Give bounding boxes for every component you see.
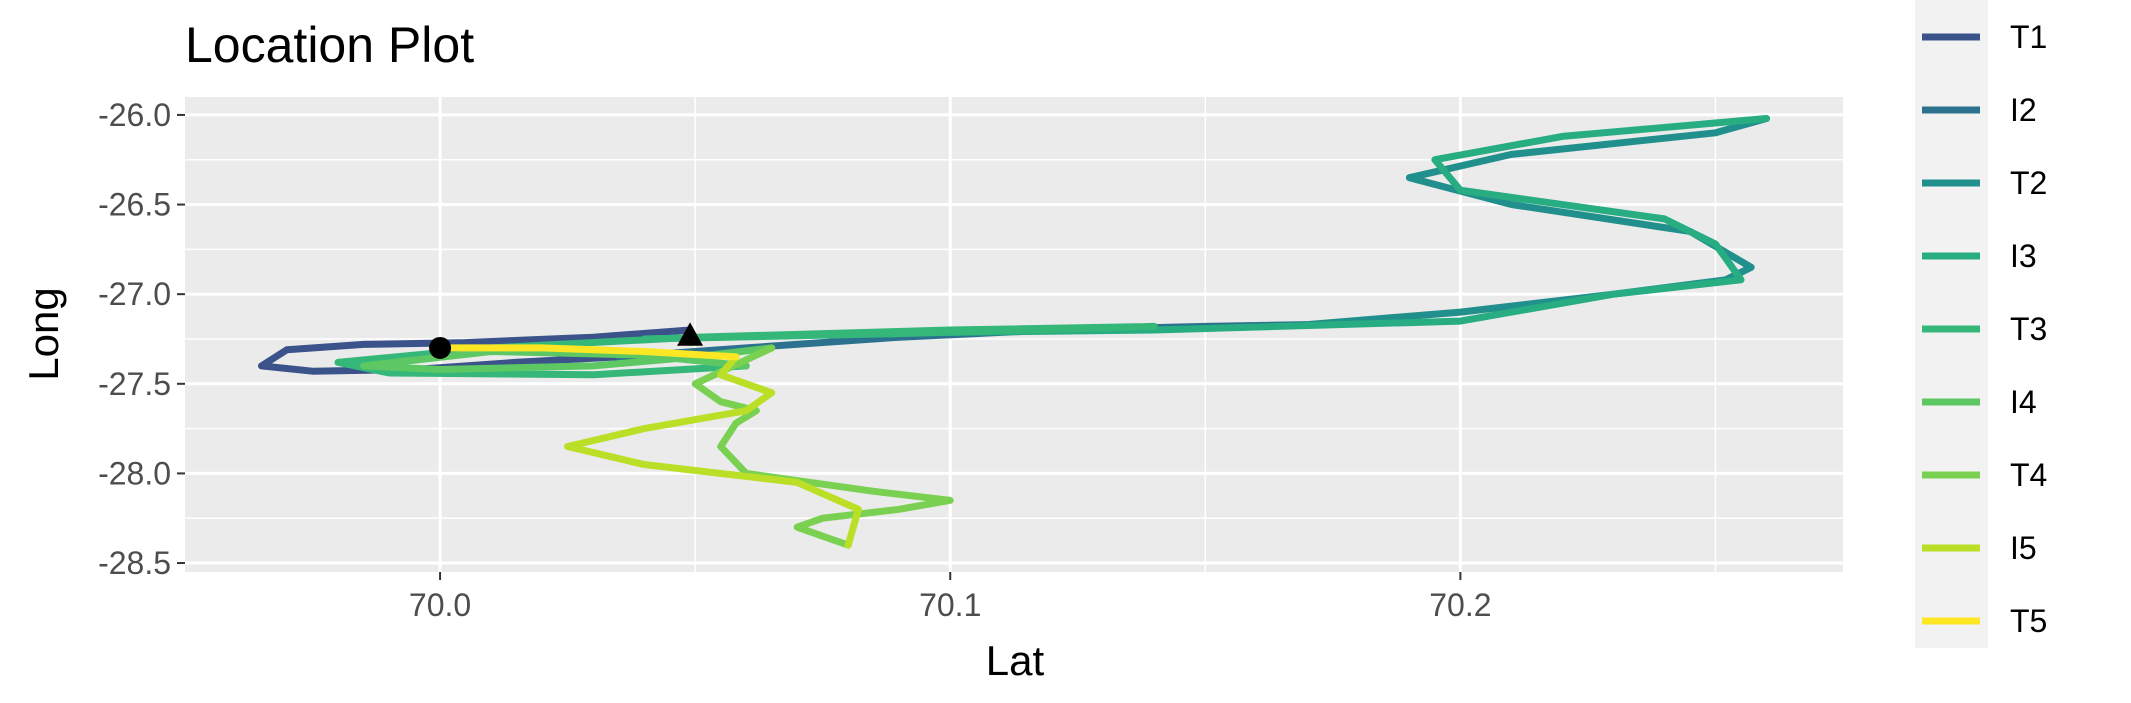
legend-label-i2: I2 bbox=[2010, 92, 2037, 128]
y-tick-label: -26.0 bbox=[98, 97, 171, 133]
y-tick-label: -27.5 bbox=[98, 366, 171, 402]
series-line-i5 bbox=[564, 353, 862, 549]
series-line-t4 bbox=[691, 344, 954, 549]
series-line-t5 bbox=[436, 344, 740, 361]
y-tick-label: -27.0 bbox=[98, 276, 171, 312]
x-tick-label: 70.2 bbox=[1429, 587, 1491, 623]
y-tick-label: -26.5 bbox=[98, 187, 171, 223]
legend-label-t5: T5 bbox=[2010, 603, 2047, 639]
chart-title: Location Plot bbox=[185, 17, 474, 73]
x-axis-title: Lat bbox=[986, 637, 1045, 684]
legend-label-i3: I3 bbox=[2010, 238, 2037, 274]
x-axis-ticks: 70.0 70.1 70.2 bbox=[409, 572, 1492, 623]
series-line-t3 bbox=[334, 322, 1158, 379]
end-point-marker bbox=[677, 322, 704, 346]
legend-label-t2: T2 bbox=[2010, 165, 2047, 201]
legend: T1 I2 T2 I3 T3 I4 T4 I5 T5 bbox=[1922, 19, 2047, 639]
y-axis-title: Long bbox=[20, 287, 67, 380]
legend-label-t4: T4 bbox=[2010, 457, 2047, 493]
y-axis-ticks: -26.0 -26.5 -27.0 -27.5 -28.0 -28.5 bbox=[98, 97, 185, 581]
series-layer bbox=[258, 115, 1770, 549]
marker-layer bbox=[429, 322, 704, 359]
legend-label-i5: I5 bbox=[2010, 530, 2037, 566]
start-point-marker bbox=[429, 336, 452, 359]
legend-label-i4: I4 bbox=[2010, 384, 2037, 420]
x-tick-label: 70.0 bbox=[409, 587, 471, 623]
series-line-i4 bbox=[360, 344, 776, 373]
y-tick-label: -28.0 bbox=[98, 455, 171, 491]
legend-label-t1: T1 bbox=[2010, 19, 2047, 55]
x-tick-label: 70.1 bbox=[919, 587, 981, 623]
legend-label-t3: T3 bbox=[2010, 311, 2047, 347]
y-tick-label: -28.5 bbox=[98, 545, 171, 581]
